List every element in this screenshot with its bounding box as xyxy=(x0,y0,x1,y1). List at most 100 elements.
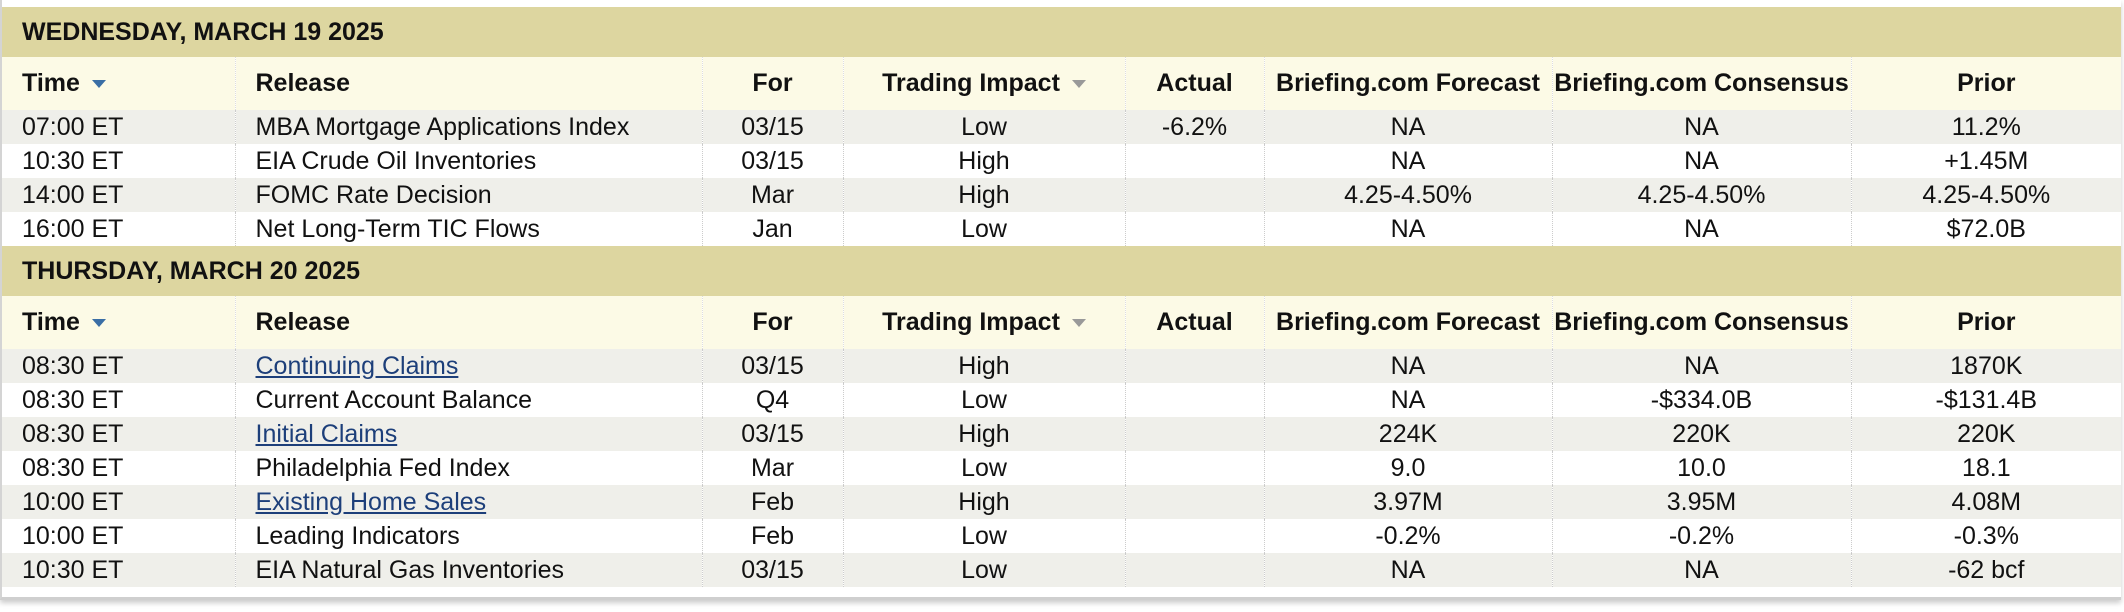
cell: 03/15 xyxy=(701,110,843,144)
cell-text: -0.3% xyxy=(1953,521,2019,550)
sort-arrow[interactable] xyxy=(91,80,106,89)
release-link[interactable]: Initial Claims xyxy=(255,419,398,448)
cell-text: High xyxy=(958,351,1010,380)
column-header[interactable]: Time xyxy=(2,57,235,110)
cell-text: MBA Mortgage Applications Index xyxy=(255,112,630,141)
calendar-table: WEDNESDAY, MARCH 19 2025 Time Release For Tr… xyxy=(2,7,2121,587)
cell: Continuing Claims xyxy=(234,349,702,383)
column-header: Prior xyxy=(1850,296,2121,349)
cell-text: Low xyxy=(961,385,1007,414)
column-header-text: Actual xyxy=(1156,69,1233,97)
cell xyxy=(1124,451,1264,485)
cell: Net Long-Term TIC Flows xyxy=(234,212,702,246)
cell xyxy=(1124,417,1264,451)
column-header-text: Briefing.com Forecast xyxy=(1276,308,1540,336)
cell: 16:00 ET xyxy=(2,212,235,246)
cell-text: 224K xyxy=(1378,419,1438,448)
cell: -0.2% xyxy=(1263,519,1552,553)
cell-text: -6.2% xyxy=(1161,112,1228,141)
cell-text: 10:30 ET xyxy=(22,555,124,584)
column-header-text: Release xyxy=(255,308,351,336)
cell: 4.25-4.50% xyxy=(1263,178,1552,212)
column-header-text: For xyxy=(752,308,793,336)
cell-text: Feb xyxy=(750,487,795,516)
cell xyxy=(1124,519,1264,553)
cell: High xyxy=(842,144,1125,178)
cell: -62 bcf xyxy=(1850,553,2121,587)
cell: $72.0B xyxy=(1850,212,2121,246)
cell: 08:30 ET xyxy=(2,383,235,417)
column-header-text[interactable]: Trading Impact xyxy=(882,69,1060,97)
cell: High xyxy=(842,349,1125,383)
cell: High xyxy=(842,178,1125,212)
cell-text: Philadelphia Fed Index xyxy=(255,453,510,482)
cell-text: 03/15 xyxy=(741,419,804,448)
day-title: WEDNESDAY, MARCH 19 2025 xyxy=(2,7,2121,57)
cell-text: NA xyxy=(1684,112,1719,141)
column-header-row: Time Release For Trading Impact Actual Briefi… xyxy=(2,296,2121,349)
cell: 4.08M xyxy=(1850,485,2121,519)
cell: EIA Natural Gas Inventories xyxy=(234,553,702,587)
cell: Jan xyxy=(701,212,843,246)
column-header-text[interactable]: Time xyxy=(22,308,80,336)
cell-text: 10.0 xyxy=(1677,453,1726,482)
cell-text: Low xyxy=(961,521,1007,550)
sort-arrow[interactable] xyxy=(1071,80,1086,89)
column-header-text: For xyxy=(752,69,793,97)
sort-arrow[interactable] xyxy=(91,319,106,328)
cell: Low xyxy=(842,451,1125,485)
column-header-text[interactable]: Trading Impact xyxy=(882,308,1060,336)
cell-text: 10:00 ET xyxy=(22,521,124,550)
cell: 9.0 xyxy=(1263,451,1552,485)
cell-text: +1.45M xyxy=(1944,146,2029,175)
cell: 18.1 xyxy=(1850,451,2121,485)
cell-text: 08:30 ET xyxy=(22,385,124,414)
cell-text: -$334.0B xyxy=(1650,385,1753,414)
column-header[interactable]: Trading Impact xyxy=(842,57,1125,110)
cell xyxy=(1124,178,1264,212)
cell: Low xyxy=(842,553,1125,587)
cell-text: Net Long-Term TIC Flows xyxy=(255,214,540,243)
cell: Current Account Balance xyxy=(234,383,702,417)
cell-text: 16:00 ET xyxy=(22,214,124,243)
cell: Feb xyxy=(701,485,843,519)
column-header[interactable]: Time xyxy=(2,296,235,349)
cell: NA xyxy=(1551,553,1851,587)
cell: 224K xyxy=(1263,417,1552,451)
cell-text: 08:30 ET xyxy=(22,419,124,448)
release-link[interactable]: Continuing Claims xyxy=(255,351,459,380)
cell: 10:30 ET xyxy=(2,144,235,178)
cell: High xyxy=(842,485,1125,519)
cell: -$131.4B xyxy=(1850,383,2121,417)
column-header: Briefing.com Forecast xyxy=(1263,57,1552,110)
cell-text: Mar xyxy=(750,180,795,209)
cell: Mar xyxy=(701,178,843,212)
release-link[interactable]: Existing Home Sales xyxy=(255,487,487,516)
release-row: 08:30 ET Initial Claims 03/15 High 224K 220K 2… xyxy=(2,417,2121,451)
cell: FOMC Rate Decision xyxy=(234,178,702,212)
cell: 10.0 xyxy=(1551,451,1851,485)
cell: Existing Home Sales xyxy=(234,485,702,519)
cell xyxy=(1124,485,1264,519)
cell-text: Low xyxy=(961,555,1007,584)
cell: NA xyxy=(1551,110,1851,144)
cell: 10:30 ET xyxy=(2,553,235,587)
cell-text: NA xyxy=(1390,146,1426,175)
cell: 03/15 xyxy=(701,417,843,451)
cell-text: 03/15 xyxy=(741,351,804,380)
sort-arrow[interactable] xyxy=(1071,319,1086,328)
column-header-text[interactable]: Time xyxy=(22,69,80,97)
cell-text: NA xyxy=(1684,555,1719,584)
cell-text: 4.25-4.50% xyxy=(1344,180,1472,209)
column-header[interactable]: Trading Impact xyxy=(842,296,1125,349)
cell-text: 3.97M xyxy=(1373,487,1443,516)
cell-text: NA xyxy=(1390,385,1426,414)
release-row: 10:30 ET EIA Natural Gas Inventories 03/15… xyxy=(2,553,2121,587)
cell: Philadelphia Fed Index xyxy=(234,451,702,485)
cell-text: 10:00 ET xyxy=(22,487,124,516)
day-header-row: THURSDAY, MARCH 20 2025 xyxy=(2,246,2121,296)
cell-text: 11.2% xyxy=(1951,112,2021,141)
cell-text: 4.25-4.50% xyxy=(1637,180,1766,209)
cell-text: Mar xyxy=(750,453,795,482)
cell-text: NA xyxy=(1390,214,1426,243)
